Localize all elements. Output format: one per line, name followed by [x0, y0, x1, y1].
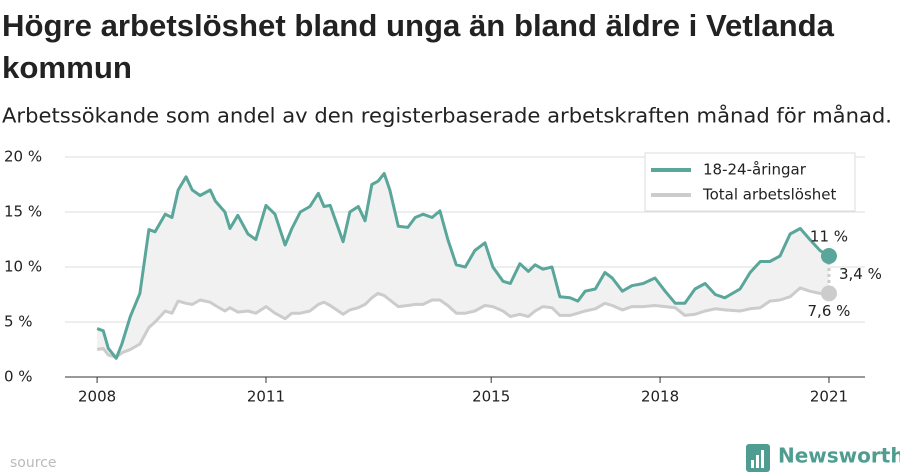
- legend-box: [644, 152, 856, 212]
- legend-label: Total arbetslöshet: [702, 186, 837, 204]
- y-tick-label: 5 %: [4, 313, 33, 331]
- legend: 18-24-åringar Total arbetslöshet: [644, 152, 856, 212]
- chart-subtitle: Arbetssökande som andel av den registerb…: [2, 104, 892, 128]
- y-tick-label: 15 %: [4, 203, 42, 221]
- gap-area: [97, 173, 829, 359]
- x-tick-label: 2021: [810, 388, 848, 406]
- chart-title: kommun: [2, 50, 132, 85]
- legend-label: 18-24-åringar: [703, 161, 807, 179]
- y-tick-label: 20 %: [4, 148, 42, 166]
- end-label: 7,6 %: [808, 302, 851, 320]
- x-tick-label: 2011: [247, 388, 285, 406]
- x-tick-label: 2015: [472, 388, 510, 406]
- end-marker: [820, 248, 837, 264]
- series-line: [96, 286, 829, 359]
- brand-name: Newsworthy: [778, 444, 900, 468]
- x-tick-label: 2018: [641, 388, 679, 406]
- brand-logo: Newsworthy: [746, 444, 900, 472]
- end-marker: [820, 285, 837, 302]
- chart-title: Högre arbetslöshet bland unga än bland ä…: [2, 8, 835, 43]
- y-tick-label: 0 %: [4, 368, 33, 386]
- logo-bar: [761, 450, 764, 468]
- logo-bar: [751, 460, 754, 468]
- series-line: [96, 172, 830, 360]
- x-tick-label: 2008: [78, 388, 116, 406]
- source: source: [10, 455, 57, 471]
- logo-bar: [756, 455, 759, 468]
- end-label: 11 %: [810, 228, 848, 246]
- y-tick-label: 10 %: [4, 258, 42, 276]
- difference-label: 3,4 %: [839, 265, 882, 283]
